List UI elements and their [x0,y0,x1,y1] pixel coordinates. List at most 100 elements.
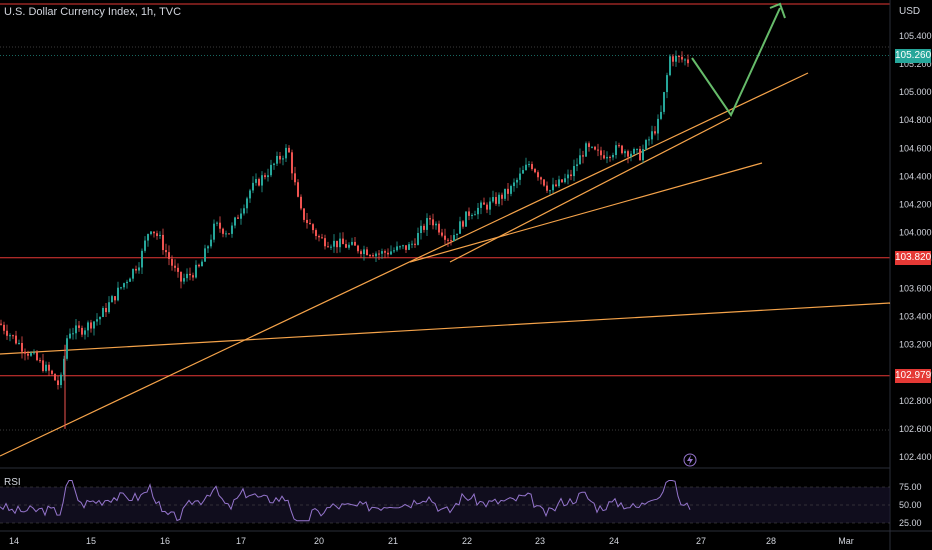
candle-body [234,217,236,226]
candle-body [351,241,353,245]
lightning-icon[interactable] [683,453,697,467]
candle-body [612,154,614,158]
price-tick: 102.600 [899,424,932,434]
candle-body [150,231,152,235]
candle-body [105,308,107,313]
time-label: 15 [86,536,96,546]
candle-body [318,236,320,238]
candle-body [21,343,23,352]
candle-body [123,283,125,288]
candle-body [57,380,59,386]
candle-body [15,335,17,344]
candle-body [30,353,32,356]
candle-body [366,249,368,256]
candle-body [201,261,203,267]
time-label: 22 [462,536,472,546]
trendline-flat[interactable] [0,302,891,355]
candle-body [276,155,278,164]
candle-body [546,185,548,191]
candle-body [261,175,263,186]
candle-body [198,264,200,267]
candle-body [42,360,44,371]
candle-body [579,155,581,165]
candle-body [72,333,74,335]
candle-body [144,240,146,251]
candle-body [87,322,89,331]
candle-body [369,255,371,257]
candle-body [609,156,611,158]
candle-body [219,222,221,229]
candle-body [306,219,308,223]
candle-body [486,204,488,210]
time-label: 28 [766,536,776,546]
candle-body [243,208,245,214]
candle-body [504,188,506,199]
candle-body [414,243,416,245]
price-tag-last: 105.260 [895,48,932,63]
candle-body [111,296,113,303]
candle-body [240,213,242,219]
candle-body [480,202,482,208]
candle-body [270,164,272,176]
time-label: 24 [609,536,619,546]
candle-body [549,190,551,192]
candle-body [96,319,98,322]
candle-body [684,59,686,61]
price-tick: 105.000 [899,87,932,97]
candle-body [213,223,215,240]
candle-body [468,211,470,216]
candle-body [450,240,452,242]
candle-body [138,267,140,271]
trendline-long[interactable] [0,72,809,457]
price-tick: 102.800 [899,396,932,406]
candle-body [420,225,422,234]
candle-body [606,156,608,159]
candle-body [525,164,527,171]
candle-body [489,201,491,210]
candle-body [645,140,647,150]
candle-body [174,265,176,268]
candle-body [66,338,68,359]
candle-body [345,244,347,248]
candle-body [495,197,497,204]
trendline-channel-upper[interactable] [449,117,731,263]
trendline-channel-lower[interactable] [409,162,763,263]
price-tag-support: 102.979 [895,368,932,383]
candle-body [249,190,251,199]
candle-body [204,248,206,262]
candle-body [231,225,233,234]
candle-body [120,287,122,289]
candle-body [384,251,386,253]
rsi-tick: 75.00 [899,482,922,492]
candle-body [279,155,281,160]
candle-body [27,353,29,356]
candle-body [558,179,560,187]
candle-body [183,278,185,282]
candle-body [75,325,77,334]
candle-body [615,145,617,155]
projection-path[interactable] [691,7,781,118]
candle-body [471,214,473,216]
candle-body [258,179,260,186]
candle-body [534,169,536,173]
candle-body [255,179,257,183]
candle-body [18,343,20,345]
candle-body [207,246,209,249]
candle-body [252,182,254,191]
candle-body [156,233,158,236]
candle-body [513,182,515,187]
candle-body [264,175,266,178]
candle-body [585,143,587,157]
candle-body [630,153,632,157]
candle-body [543,179,545,186]
candle-body [627,151,629,157]
candle-body [402,245,404,247]
candle-body [447,239,449,241]
candle-body [537,172,539,178]
candle-body [582,155,584,157]
candle-body [336,240,338,248]
candle-body [267,175,269,178]
rsi-line [0,480,691,522]
candle-body [180,271,182,282]
